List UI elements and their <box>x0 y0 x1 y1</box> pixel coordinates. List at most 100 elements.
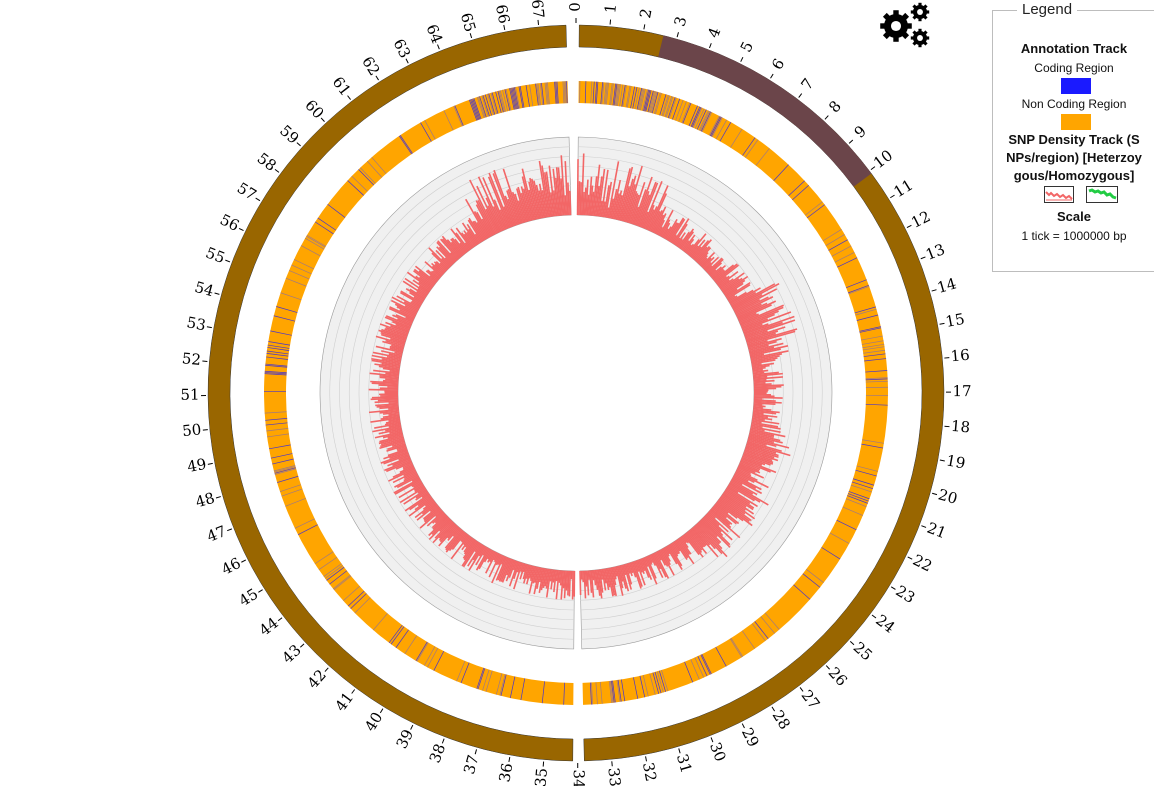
snp-bar <box>607 567 614 597</box>
snp-bar <box>370 417 400 423</box>
snp-bar <box>519 563 526 580</box>
coding-region-mark <box>865 403 888 406</box>
snp-bar <box>746 332 776 343</box>
coding-region-mark <box>662 95 670 117</box>
snp-bar <box>583 187 587 216</box>
snp-bar <box>734 471 755 484</box>
coding-region-mark <box>470 99 479 121</box>
snp-bar <box>750 427 765 432</box>
tick-label: 44 <box>256 614 282 640</box>
tick-label: 15 <box>944 310 966 331</box>
tick-mark <box>771 706 776 712</box>
snp-bar <box>441 238 461 259</box>
snp-bar <box>589 185 594 216</box>
snp-bar <box>749 348 781 357</box>
snp-bar <box>736 302 768 319</box>
snp-bar <box>430 270 441 279</box>
snp-bar <box>752 416 773 421</box>
gear-tooth <box>893 10 899 17</box>
snp-bar <box>687 233 707 256</box>
tick-label: 22 <box>910 551 935 576</box>
snp-bar <box>555 177 561 216</box>
snp-bar <box>389 369 400 373</box>
snp-bar <box>721 493 746 511</box>
snp-bar <box>629 194 640 224</box>
snp-bar <box>397 318 412 326</box>
snp-bar <box>734 296 769 315</box>
chromosome-segment <box>578 24 945 762</box>
snp-grid-line <box>339 156 574 630</box>
snp-bar <box>399 486 426 504</box>
snp-bar <box>374 363 400 369</box>
tick-label: 60 <box>301 96 327 122</box>
snp-bar <box>425 270 439 282</box>
snp-bar <box>415 491 429 501</box>
snp-bar <box>421 502 437 515</box>
snp-bar <box>701 518 731 548</box>
coding-region-mark <box>350 593 367 609</box>
coding-region-mark <box>423 646 436 666</box>
snp-bar <box>473 211 490 239</box>
snp-bar <box>669 218 686 243</box>
snp-bar <box>640 211 649 228</box>
snp-bar <box>394 351 403 355</box>
snp-bar <box>728 291 747 304</box>
snp-bar <box>706 257 723 273</box>
snp-bar <box>536 567 542 590</box>
snp-bar <box>626 190 638 223</box>
snp-bar <box>744 447 775 459</box>
snp-bar <box>672 218 690 244</box>
snp-bar <box>639 558 646 572</box>
tick-mark <box>939 459 945 462</box>
snp-bar <box>648 554 654 563</box>
snp-bar <box>386 460 412 473</box>
snp-bar <box>688 245 699 257</box>
snp-bar <box>389 451 409 460</box>
snp-bar <box>495 556 508 581</box>
snp-bar <box>383 453 410 465</box>
snp-bar <box>751 421 779 428</box>
snp-bar <box>753 387 777 390</box>
coding-region-mark <box>851 481 874 490</box>
snp-bar <box>487 205 502 233</box>
snp-bar <box>747 439 767 447</box>
snp-bar <box>465 198 489 239</box>
snp-bar <box>538 183 547 218</box>
snp-bar <box>379 375 399 379</box>
snp-bar <box>585 179 589 216</box>
coding-region-mark <box>862 346 885 351</box>
tick-label: 6 <box>768 55 788 73</box>
tick-label: 36 <box>495 762 516 784</box>
coding-region-mark <box>327 203 346 218</box>
snp-bar <box>707 258 724 274</box>
snp-bar <box>739 313 760 324</box>
coding-region-mark <box>323 563 342 577</box>
tick-label: 14 <box>935 274 958 297</box>
snp-bar <box>684 533 704 558</box>
snp-bar <box>528 189 537 220</box>
snp-bar <box>725 487 751 505</box>
snp-bar <box>752 371 765 375</box>
coding-region-mark <box>831 245 852 257</box>
homozygous-toggle[interactable] <box>1086 186 1118 203</box>
coding-region-mark <box>513 87 519 109</box>
coding-region-mark <box>742 137 756 156</box>
snp-bar <box>656 219 666 235</box>
snp-bar <box>399 309 416 318</box>
snp-bar <box>483 549 493 563</box>
coding-region-mark <box>518 86 524 108</box>
heterozygous-toggle[interactable] <box>1044 186 1074 203</box>
snp-bar <box>744 448 779 462</box>
snp-bar <box>385 426 402 432</box>
snp-bar <box>745 330 768 339</box>
snp-bar <box>669 543 679 557</box>
snp-bar <box>680 535 688 544</box>
snp-bar <box>748 340 777 350</box>
coding-region-mark <box>478 96 486 118</box>
snp-bar <box>670 234 678 244</box>
settings-button[interactable] <box>874 0 936 52</box>
snp-bar <box>653 552 667 578</box>
coding-region-mark <box>632 86 638 109</box>
tick-mark <box>300 643 305 648</box>
tick-label: 48 <box>193 489 216 512</box>
